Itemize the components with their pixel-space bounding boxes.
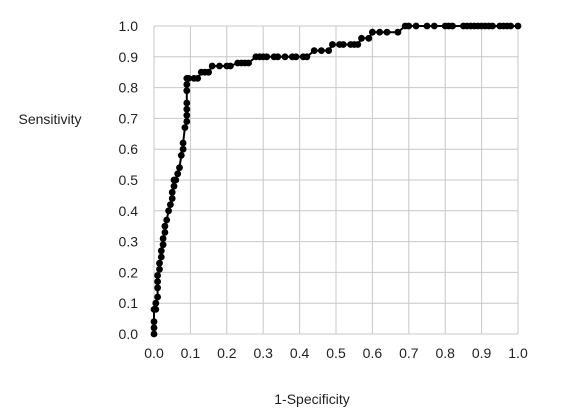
data-point — [179, 139, 187, 147]
data-point — [168, 195, 176, 202]
data-point — [423, 22, 431, 30]
data-point — [172, 176, 180, 184]
data-point — [165, 207, 173, 215]
data-point — [263, 53, 271, 61]
data-point — [154, 272, 162, 279]
data-point — [181, 124, 189, 131]
data-point — [152, 306, 160, 313]
y-tick-label: 0.7 — [119, 110, 139, 126]
data-point — [354, 41, 362, 48]
data-point — [176, 164, 183, 172]
data-point — [358, 34, 365, 42]
x-tick-label: 0.5 — [326, 345, 346, 361]
y-tick-labels: 0.0 0.1 0.2 0.3 0.4 0.5 0.6 0.7 0.8 0.9 1.0 — [119, 18, 139, 342]
x-tick-label: 0.2 — [217, 345, 237, 361]
data-point — [394, 28, 402, 36]
y-tick-label: 0.1 — [119, 295, 139, 311]
data-point — [194, 75, 202, 82]
data-point — [183, 118, 191, 125]
data-point — [369, 28, 376, 36]
data-point — [329, 41, 336, 48]
x-tick-label: 0.0 — [144, 345, 164, 361]
data-point — [274, 53, 282, 61]
data-point — [183, 111, 191, 119]
data-point — [383, 28, 391, 36]
x-tick-label: 0.8 — [435, 345, 455, 361]
data-point — [489, 22, 496, 30]
data-point — [159, 241, 167, 249]
x-tick-label: 0.3 — [253, 345, 273, 361]
data-point — [216, 62, 223, 70]
y-tick-label: 0.3 — [119, 234, 139, 250]
y-tick-label: 1.0 — [119, 18, 139, 34]
data-point — [154, 293, 162, 301]
x-tick-label: 0.9 — [472, 345, 492, 361]
data-point — [177, 152, 185, 159]
data-point — [205, 68, 213, 76]
data-point — [365, 34, 373, 42]
data-point — [281, 53, 289, 61]
x-tick-label: 0.1 — [181, 345, 201, 361]
data-point — [514, 22, 522, 30]
x-tick-labels: 0.0 0.1 0.2 0.3 0.4 0.5 0.6 0.7 0.8 0.9 1.0 — [144, 345, 528, 361]
data-point — [168, 188, 176, 196]
x-tick-label: 0.6 — [363, 345, 383, 361]
data-point — [183, 87, 191, 95]
data-point — [179, 145, 187, 153]
y-tick-label: 0.0 — [119, 326, 139, 342]
data-point — [161, 222, 169, 230]
data-point — [430, 22, 438, 30]
roc-curve-markers — [150, 22, 522, 338]
data-point — [318, 47, 325, 54]
data-point — [325, 47, 333, 54]
data-point — [154, 284, 162, 292]
data-point — [167, 201, 174, 209]
data-point — [339, 41, 347, 48]
data-point — [159, 235, 167, 242]
y-tick-label: 0.8 — [119, 80, 139, 96]
data-point — [156, 265, 163, 273]
y-tick-label: 0.6 — [119, 141, 139, 157]
y-tick-label: 0.2 — [119, 264, 139, 280]
data-point — [183, 81, 191, 88]
data-point — [157, 253, 165, 261]
y-tick-label: 0.5 — [119, 172, 139, 188]
data-point — [507, 22, 515, 30]
data-point — [157, 247, 165, 255]
y-tick-label: 0.9 — [119, 49, 139, 65]
data-point — [376, 28, 384, 36]
data-point — [185, 75, 193, 82]
x-tick-label: 1.0 — [508, 345, 528, 361]
data-point — [227, 62, 234, 70]
data-point — [163, 216, 171, 224]
data-point — [154, 278, 162, 285]
data-point — [245, 59, 253, 67]
data-point — [156, 259, 163, 267]
data-point — [150, 330, 158, 338]
data-point — [183, 99, 191, 107]
x-tick-label: 0.7 — [399, 345, 419, 361]
data-point — [170, 182, 178, 190]
data-point — [150, 324, 158, 332]
data-point — [412, 22, 420, 30]
data-point — [292, 53, 300, 61]
x-tick-label: 0.4 — [290, 345, 310, 361]
y-tick-label: 0.4 — [119, 203, 139, 219]
data-point — [310, 47, 318, 54]
data-point — [449, 22, 456, 30]
data-point — [174, 170, 182, 178]
data-point — [150, 318, 158, 326]
data-point — [208, 62, 216, 70]
y-axis-title: Sensitivity — [18, 111, 81, 127]
data-point — [405, 22, 413, 30]
data-point — [152, 299, 160, 307]
data-point — [183, 105, 191, 113]
x-axis-title: 1-Specificity — [274, 391, 349, 407]
data-point — [303, 53, 311, 61]
data-point — [161, 229, 169, 236]
